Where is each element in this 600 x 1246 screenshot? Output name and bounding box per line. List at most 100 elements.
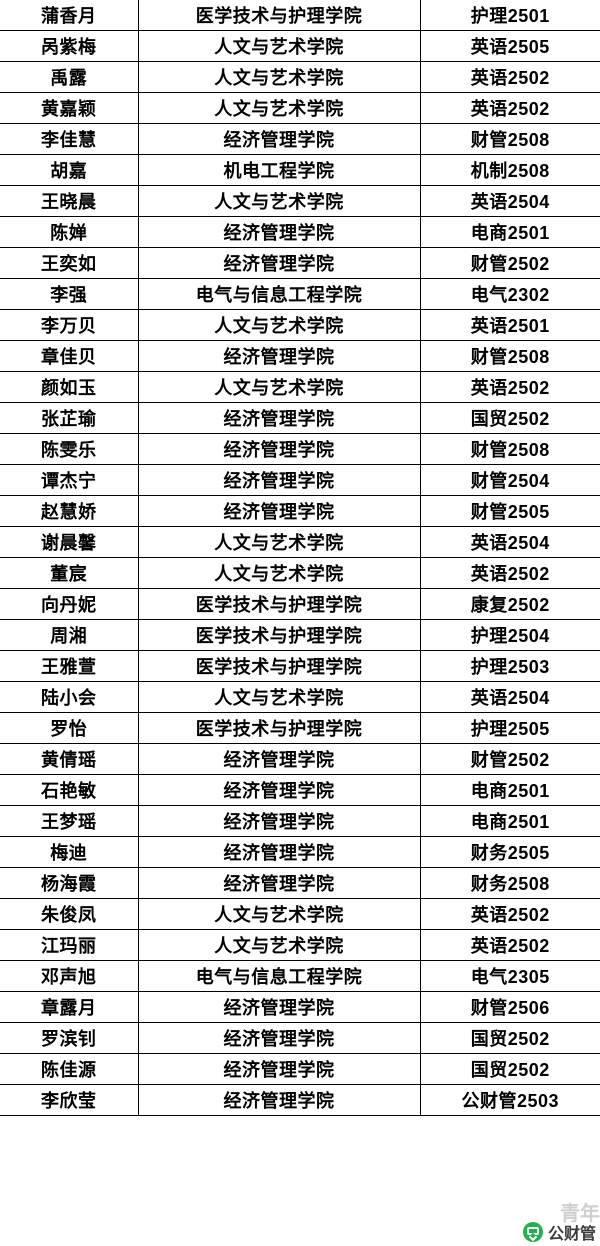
cell-department: 人文与艺术学院 — [137, 681, 421, 713]
cell-name: 朱俊凤 — [0, 898, 139, 930]
cell-name: 梅迪 — [0, 836, 139, 868]
cell-department: 经济管理学院 — [137, 1022, 421, 1054]
cell-class: 财务2508 — [419, 867, 600, 899]
cell-name: 王梦瑶 — [0, 805, 139, 837]
cell-department: 机电工程学院 — [137, 154, 421, 186]
cell-class: 英语2502 — [419, 61, 600, 93]
cell-class: 护理2505 — [419, 712, 600, 744]
cell-class: 护理2504 — [419, 619, 600, 651]
cell-name: 向丹妮 — [0, 588, 139, 620]
cell-department: 经济管理学院 — [137, 774, 421, 806]
cell-department: 人文与艺术学院 — [137, 309, 421, 341]
cell-name: 谢晨馨 — [0, 526, 139, 558]
cell-department: 经济管理学院 — [137, 867, 421, 899]
table-row: 罗滨钊 经济管理学院 国贸2502 — [0, 1022, 600, 1054]
cell-name: 陈婵 — [0, 216, 139, 248]
cell-department: 人文与艺术学院 — [137, 92, 421, 124]
cell-class: 英语2502 — [419, 898, 600, 930]
cell-class: 国贸2502 — [419, 402, 600, 434]
cell-name: 杨海霞 — [0, 867, 139, 899]
cell-department: 人文与艺术学院 — [137, 371, 421, 403]
cell-name: 禹露 — [0, 61, 139, 93]
table-row: 颜如玉 人文与艺术学院 英语2502 — [0, 371, 600, 403]
cell-name: 颜如玉 — [0, 371, 139, 403]
cell-department: 经济管理学院 — [137, 805, 421, 837]
cell-class: 电气2302 — [419, 278, 600, 310]
table-row: 禹露 人文与艺术学院 英语2502 — [0, 61, 600, 93]
cell-department: 医学技术与护理学院 — [137, 712, 421, 744]
cell-name: 赵慧娇 — [0, 495, 139, 527]
table-row: 王梦瑶 经济管理学院 电商2501 — [0, 805, 600, 837]
table-row: 张芷瑜 经济管理学院 国贸2502 — [0, 402, 600, 434]
cell-department: 经济管理学院 — [137, 495, 421, 527]
cell-class: 电商2501 — [419, 216, 600, 248]
cell-class: 英语2504 — [419, 526, 600, 558]
watermark: 公财管 — [522, 1220, 596, 1244]
cell-class: 公财管2503 — [419, 1084, 600, 1116]
cell-name: 邓声旭 — [0, 960, 139, 992]
table-row: 黄嘉颖 人文与艺术学院 英语2502 — [0, 92, 600, 124]
cell-name: 谭杰宁 — [0, 464, 139, 496]
table-row: 陈雯乐 经济管理学院 财管2508 — [0, 433, 600, 465]
cell-class: 国贸2502 — [419, 1022, 600, 1054]
table-row: 朱俊凤 人文与艺术学院 英语2502 — [0, 898, 600, 930]
cell-name: 李欣莹 — [0, 1084, 139, 1116]
table-row: 陈婵 经济管理学院 电商2501 — [0, 216, 600, 248]
cell-department: 人文与艺术学院 — [137, 30, 421, 62]
table-row: 梅迪 经济管理学院 财务2505 — [0, 836, 600, 868]
table-row: 罗怡 医学技术与护理学院 护理2505 — [0, 712, 600, 744]
watermark-label: 公财管 — [547, 1226, 596, 1243]
cell-department: 经济管理学院 — [137, 402, 421, 434]
cell-class: 财管2504 — [419, 464, 600, 496]
cell-department: 医学技术与护理学院 — [137, 588, 421, 620]
table-row: 王雅萱 医学技术与护理学院 护理2503 — [0, 650, 600, 682]
cell-name: 呙紫梅 — [0, 30, 139, 62]
cell-class: 英语2504 — [419, 185, 600, 217]
cell-department: 人文与艺术学院 — [137, 61, 421, 93]
cell-class: 护理2503 — [419, 650, 600, 682]
table-row: 王奕如 经济管理学院 财管2502 — [0, 247, 600, 279]
cell-department: 经济管理学院 — [137, 247, 421, 279]
table-row: 呙紫梅 人文与艺术学院 英语2505 — [0, 30, 600, 62]
table-row: 周湘 医学技术与护理学院 护理2504 — [0, 619, 600, 651]
wechat-official-account-icon — [522, 1222, 543, 1242]
cell-name: 陈佳源 — [0, 1053, 139, 1085]
cell-name: 黄倩瑶 — [0, 743, 139, 775]
cell-department: 电气与信息工程学院 — [137, 278, 421, 310]
cell-name: 王晓晨 — [0, 185, 139, 217]
table-row: 王晓晨 人文与艺术学院 英语2504 — [0, 185, 600, 217]
cell-name: 罗滨钊 — [0, 1022, 139, 1054]
table-row: 赵慧娇 经济管理学院 财管2505 — [0, 495, 600, 527]
cell-class: 财管2508 — [419, 123, 600, 155]
table-row: 胡嘉 机电工程学院 机制2508 — [0, 154, 600, 186]
cell-class: 英语2502 — [419, 557, 600, 589]
cell-class: 英语2501 — [419, 309, 600, 341]
cell-class: 财管2502 — [419, 743, 600, 775]
cell-department: 人文与艺术学院 — [137, 557, 421, 589]
cell-department: 经济管理学院 — [137, 836, 421, 868]
cell-class: 英语2502 — [419, 929, 600, 961]
cell-department: 电气与信息工程学院 — [137, 960, 421, 992]
cell-name: 蒲香月 — [0, 0, 139, 31]
table-row: 江玛丽 人文与艺术学院 英语2502 — [0, 929, 600, 961]
cell-class: 财管2508 — [419, 340, 600, 372]
cell-class: 财管2506 — [419, 991, 600, 1023]
table-row: 谭杰宁 经济管理学院 财管2504 — [0, 464, 600, 496]
cell-class: 财管2502 — [419, 247, 600, 279]
cell-name: 罗怡 — [0, 712, 139, 744]
cell-class: 护理2501 — [419, 0, 600, 31]
cell-class: 电气2305 — [419, 960, 600, 992]
cell-name: 江玛丽 — [0, 929, 139, 961]
cell-department: 经济管理学院 — [137, 991, 421, 1023]
cell-class: 英语2504 — [419, 681, 600, 713]
cell-class: 财务2505 — [419, 836, 600, 868]
cell-class: 英语2505 — [419, 30, 600, 62]
cell-name: 王雅萱 — [0, 650, 139, 682]
cell-name: 张芷瑜 — [0, 402, 139, 434]
cell-class: 电商2501 — [419, 774, 600, 806]
cell-department: 人文与艺术学院 — [137, 898, 421, 930]
cell-department: 经济管理学院 — [137, 1084, 421, 1116]
cell-department: 经济管理学院 — [137, 433, 421, 465]
cell-class: 电商2501 — [419, 805, 600, 837]
